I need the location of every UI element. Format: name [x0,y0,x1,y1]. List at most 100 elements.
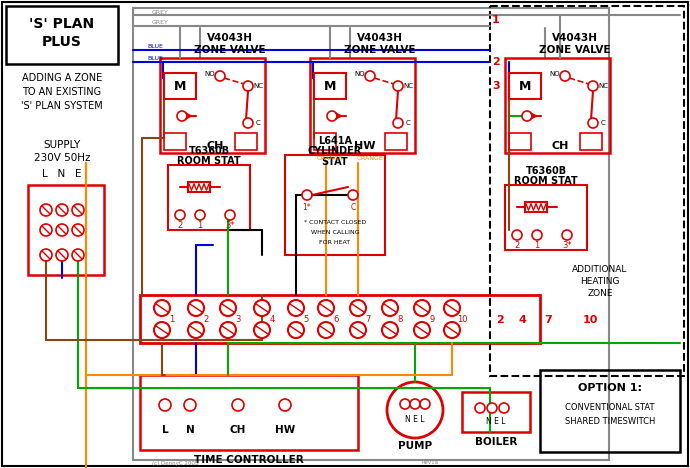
Text: ORANGE: ORANGE [317,155,344,161]
Text: 6: 6 [333,314,339,323]
Circle shape [159,399,171,411]
Circle shape [254,322,270,338]
Text: C: C [351,203,355,212]
Text: BLUE: BLUE [147,44,163,50]
Circle shape [225,210,235,220]
Bar [580,133,602,150]
Text: 1: 1 [169,314,175,323]
Bar [140,295,540,343]
Circle shape [56,224,68,236]
Text: NO: NO [550,71,560,77]
Text: N E L: N E L [405,416,425,424]
Text: M: M [324,80,336,93]
Bar [314,73,346,99]
Bar [168,165,250,230]
Text: 'S' PLAN: 'S' PLAN [30,17,95,31]
Circle shape [532,230,542,240]
Text: L641A: L641A [318,136,352,146]
Text: CH: CH [551,141,569,151]
Text: 10: 10 [582,315,598,325]
Circle shape [382,300,398,316]
Text: M: M [174,80,186,93]
Text: TO AN EXISTING: TO AN EXISTING [23,87,101,97]
Text: TIME CONTROLLER: TIME CONTROLLER [194,455,304,465]
Circle shape [243,81,253,91]
Text: Rev1a: Rev1a [422,461,439,466]
Circle shape [40,204,52,216]
Text: 1: 1 [197,220,203,229]
Circle shape [220,300,236,316]
Text: HW: HW [275,425,295,435]
Circle shape [40,249,52,261]
Text: (c) DennyC 2005: (c) DennyC 2005 [152,461,198,466]
Text: 8: 8 [397,314,403,323]
Bar [314,133,336,150]
Text: 3*: 3* [225,220,235,229]
Text: 3: 3 [235,314,241,323]
Text: GREY: GREY [152,9,168,15]
Circle shape [387,382,443,438]
Text: STAT: STAT [322,157,348,167]
Circle shape [318,300,334,316]
Circle shape [560,71,570,81]
Bar [188,182,210,192]
Circle shape [350,322,366,338]
Circle shape [350,300,366,316]
Text: PUMP: PUMP [398,441,432,451]
Bar [164,133,186,150]
Text: FOR HEAT: FOR HEAT [319,241,351,246]
Text: BLUE: BLUE [147,57,163,61]
Circle shape [512,230,522,240]
Circle shape [348,190,358,200]
Bar [509,73,541,99]
Bar [462,392,530,432]
Text: 1*: 1* [303,203,311,212]
Text: NC: NC [253,83,263,89]
Circle shape [475,403,485,413]
Circle shape [393,81,403,91]
Circle shape [393,118,403,128]
Bar [310,58,415,153]
Bar [6,6,118,64]
Circle shape [400,399,410,409]
Circle shape [365,71,375,81]
Text: OPTION 1:: OPTION 1: [578,383,642,393]
Text: C: C [255,120,260,126]
Text: ZONE VALVE: ZONE VALVE [540,45,611,55]
Circle shape [499,403,509,413]
Circle shape [177,111,187,121]
Circle shape [184,399,196,411]
Text: 230V 50Hz: 230V 50Hz [34,153,90,163]
Bar [235,133,257,150]
Text: N: N [186,425,195,435]
Text: 2: 2 [496,315,504,325]
Circle shape [220,322,236,338]
Circle shape [382,322,398,338]
Text: 10: 10 [457,314,467,323]
Circle shape [175,210,185,220]
Circle shape [588,118,598,128]
Circle shape [522,111,532,121]
Circle shape [288,300,304,316]
Text: GREY: GREY [152,21,168,25]
Text: PLUS: PLUS [42,35,82,49]
Text: ZONE VALVE: ZONE VALVE [344,45,416,55]
Text: SUPPLY: SUPPLY [43,140,81,150]
Text: L: L [161,425,168,435]
Text: 4: 4 [518,315,526,325]
Circle shape [444,322,460,338]
Text: V4043H: V4043H [552,33,598,43]
Bar [385,133,407,150]
Text: 9: 9 [429,314,435,323]
Text: ZONE: ZONE [587,290,613,299]
Bar [160,58,265,153]
Circle shape [188,322,204,338]
Bar [509,133,531,150]
Text: CH: CH [206,141,224,151]
Text: ZONE VALVE: ZONE VALVE [195,45,266,55]
Text: L   N   E: L N E [42,169,81,179]
Text: * CONTACT CLOSED: * CONTACT CLOSED [304,220,366,226]
Circle shape [420,399,430,409]
Text: SHARED TIMESWITCH: SHARED TIMESWITCH [565,417,656,426]
Text: 5: 5 [304,314,308,323]
